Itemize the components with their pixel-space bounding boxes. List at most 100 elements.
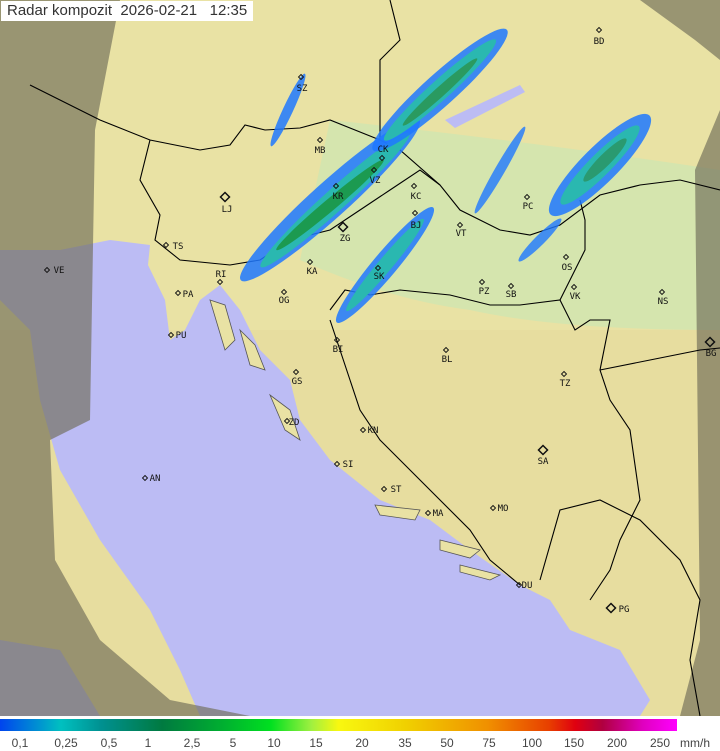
city-label: KN <box>368 426 379 436</box>
city-label: OS <box>562 263 573 273</box>
legend-label: 35 <box>398 736 412 750</box>
city-label: MO <box>498 504 509 514</box>
city-marker-icon <box>359 426 367 434</box>
city-marker-icon <box>507 282 515 290</box>
city-marker-icon <box>174 289 182 297</box>
city-marker-icon <box>489 504 497 512</box>
city-label: BG <box>706 349 717 359</box>
city-label: SI <box>343 460 354 470</box>
lake-balaton <box>445 85 525 128</box>
city-label: OG <box>279 296 290 306</box>
city-label: SZ <box>297 84 308 94</box>
city-label: PZ <box>479 287 490 297</box>
city-label: DU <box>522 581 533 591</box>
city-marker-icon <box>658 288 666 296</box>
radar-title: Radar kompozit 2026-02-21 12:35 <box>1 1 254 21</box>
city-marker-icon <box>283 417 291 425</box>
city-label: SA <box>538 457 549 467</box>
adriatic-sea <box>0 240 650 716</box>
city-label: PC <box>523 202 534 212</box>
city-label: CK <box>378 145 389 155</box>
city-marker-icon <box>370 166 378 174</box>
city-label: SK <box>374 272 385 282</box>
city-marker-icon <box>570 283 578 291</box>
city-label: TS <box>173 242 184 252</box>
title-date: 2026-02-21 <box>120 2 198 19</box>
legend-label: 10 <box>267 736 281 750</box>
islands <box>209 299 502 581</box>
city-label: PG <box>619 605 630 615</box>
city-label: BI <box>333 345 344 355</box>
city-label: TZ <box>560 379 571 389</box>
city-marker-icon <box>523 193 531 201</box>
title-text: Radar kompozit <box>7 2 113 19</box>
city-label: GS <box>292 377 303 387</box>
city-marker-icon <box>337 221 349 233</box>
city-marker-icon <box>43 266 51 274</box>
outside-radar-range <box>0 0 720 716</box>
legend-label: 5 <box>229 736 237 750</box>
city-marker-icon <box>333 460 341 468</box>
city-label: LJ <box>222 205 233 215</box>
city-marker-icon <box>478 278 486 286</box>
legend-label: 0,25 <box>54 736 78 750</box>
city-label: RI <box>216 270 227 280</box>
city-marker-icon <box>456 221 464 229</box>
legend-label: 20 <box>355 736 369 750</box>
city-marker-icon <box>378 154 386 162</box>
city-marker-icon <box>374 264 382 272</box>
city-label: VE <box>54 266 65 276</box>
city-label: ZG <box>340 234 351 244</box>
city-label: MB <box>315 146 326 156</box>
city-marker-icon <box>216 278 224 286</box>
city-marker-icon <box>595 26 603 34</box>
legend-label: 250 <box>649 736 671 750</box>
city-label: BL <box>442 355 453 365</box>
city-marker-icon <box>332 182 340 190</box>
city-label: NS <box>658 297 669 307</box>
legend-label: 200 <box>606 736 628 750</box>
legend-label: 0,5 <box>100 736 118 750</box>
city-label: VT <box>456 229 467 239</box>
city-marker-icon <box>141 474 149 482</box>
city-label: KR <box>333 192 344 202</box>
legend-label: 15 <box>309 736 323 750</box>
city-marker-icon <box>562 253 570 261</box>
city-label: ZD <box>289 418 300 428</box>
legend-label: 0,1 <box>11 736 29 750</box>
city-marker-icon <box>560 370 568 378</box>
city-label: BJ <box>411 221 422 231</box>
city-markers: BD SZ MB CK VZ KR LJ KC BJ ZG TS VT PC RI KA SK VE PA OG OS… <box>43 26 717 615</box>
city-marker-icon <box>380 485 388 493</box>
legend-label: 50 <box>440 736 454 750</box>
city-label: PA <box>183 290 194 300</box>
precipitation-color-scale <box>0 719 677 731</box>
legend-label: 100 <box>521 736 543 750</box>
city-label: PU <box>176 331 187 341</box>
city-marker-icon <box>167 331 175 339</box>
legend-label: 1 <box>144 736 152 750</box>
legend-label: 150 <box>563 736 585 750</box>
city-marker-icon <box>292 368 300 376</box>
city-label: VZ <box>370 176 381 186</box>
legend-label: 2,5 <box>183 736 201 750</box>
city-label: VK <box>570 292 581 302</box>
radar-map: BD SZ MB CK VZ KR LJ KC BJ ZG TS VT PC RI KA SK VE PA OG OS… <box>0 0 720 716</box>
city-marker-icon <box>704 336 716 348</box>
precipitation-echoes <box>240 28 652 323</box>
city-label: MA <box>433 509 444 519</box>
city-marker-icon <box>280 288 288 296</box>
city-marker-icon <box>306 258 314 266</box>
city-label: AN <box>150 474 161 484</box>
city-label: BD <box>594 37 605 47</box>
city-marker-icon <box>297 73 305 81</box>
city-label: KC <box>411 192 422 202</box>
city-marker-icon <box>515 581 523 589</box>
city-marker-icon <box>411 209 419 217</box>
title-time: 12:35 <box>209 2 248 19</box>
city-marker-icon <box>410 182 418 190</box>
city-label: ST <box>391 485 402 495</box>
city-marker-icon <box>333 336 341 344</box>
city-marker-icon <box>162 241 170 249</box>
